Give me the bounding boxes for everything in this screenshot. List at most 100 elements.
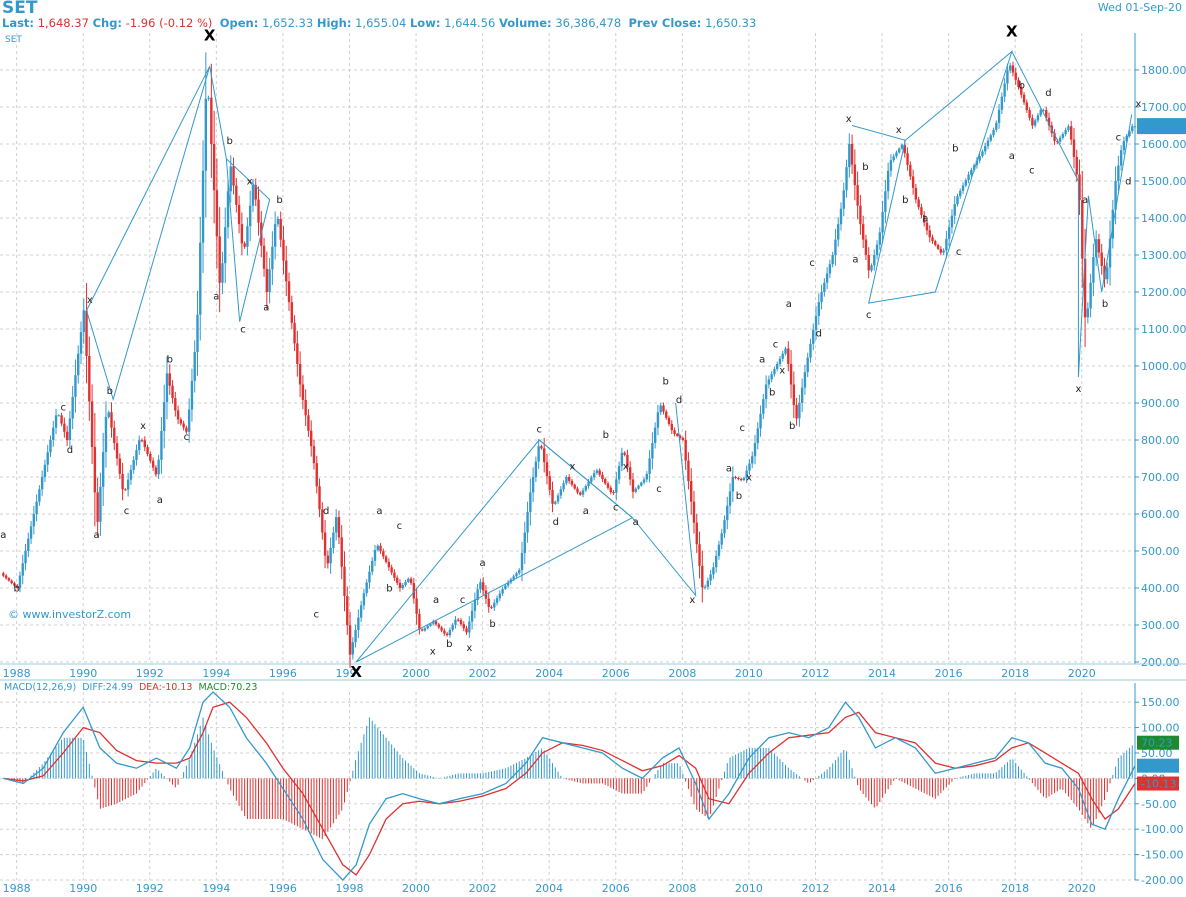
candle-body <box>881 211 884 233</box>
macd-axis-label: -100.00 <box>1141 823 1183 836</box>
candle-body <box>817 302 820 317</box>
price-axis-label: 1400.00 <box>1141 212 1186 225</box>
candle-body <box>839 208 843 225</box>
candle-body <box>124 489 127 491</box>
candle-body <box>404 581 407 585</box>
candle-body <box>809 343 812 358</box>
wave-label: b <box>276 195 282 206</box>
time-axis-label: 2008 <box>668 667 696 680</box>
candle-body <box>792 384 796 406</box>
candle-body <box>315 463 318 487</box>
candle-body <box>481 582 485 591</box>
candle-body <box>1092 257 1095 283</box>
candle-body <box>7 578 11 581</box>
candle-body <box>1075 156 1078 175</box>
macd-diff: DIFF:24.99 <box>82 682 133 693</box>
macd-axis-label: 50.00 <box>1141 747 1173 760</box>
candle-body <box>365 582 368 594</box>
candle-body <box>454 619 457 625</box>
price-axis-label: 900.00 <box>1141 397 1180 410</box>
candle-body <box>132 459 135 470</box>
candle-body <box>967 174 970 181</box>
wave-label: a <box>786 299 792 310</box>
candle-body <box>878 232 882 245</box>
candle-body <box>93 446 97 493</box>
candle-body <box>659 405 662 413</box>
candle-body <box>800 387 804 403</box>
volume-label: Volume: <box>498 16 552 30</box>
macd-axis-label: -150.00 <box>1141 849 1183 862</box>
candle-body <box>1008 65 1012 71</box>
candle-body <box>653 427 657 444</box>
candle-body <box>1081 200 1084 259</box>
macd-value-badge <box>1137 776 1179 791</box>
candle-body <box>995 122 998 130</box>
candle-body <box>762 399 765 414</box>
candle-body <box>107 412 110 417</box>
candle-body <box>942 250 945 253</box>
wave-label: b <box>769 388 775 399</box>
candle-body <box>961 185 965 191</box>
prev-close-label: Prev Close: <box>628 16 702 30</box>
wave-label: c <box>773 340 779 351</box>
candle-body <box>873 255 876 266</box>
candle-body <box>479 582 482 590</box>
time-axis-label: 2012 <box>801 667 829 680</box>
candle-body <box>121 473 124 490</box>
wave-label: d <box>67 445 73 456</box>
candle-body <box>748 463 751 471</box>
candle-body <box>473 600 477 611</box>
wave-label: a <box>263 303 269 314</box>
candle-body <box>947 227 951 239</box>
candle-body <box>540 446 543 449</box>
wave-label: c <box>124 506 130 517</box>
candle-body <box>570 480 574 485</box>
wave-label: b <box>603 430 609 441</box>
candle-body <box>282 239 285 261</box>
candle-body <box>445 633 449 636</box>
candle-body <box>243 243 246 247</box>
candle-body <box>10 580 13 584</box>
macd-axis-label: -50.00 <box>1141 798 1176 811</box>
candle-body <box>1028 110 1031 118</box>
candle-body <box>146 447 149 454</box>
candle-body <box>235 185 238 205</box>
candle-body <box>634 488 637 492</box>
candle-body <box>135 450 138 460</box>
candle-body <box>529 492 532 512</box>
candle-body <box>470 610 474 622</box>
candle-body <box>554 501 557 504</box>
candle-body <box>573 484 576 489</box>
candle-body <box>584 486 588 491</box>
candle-body <box>201 170 205 243</box>
macd-value-badge <box>1137 735 1179 750</box>
wave-label: a <box>922 214 928 225</box>
price-axis-label: 1300.00 <box>1141 249 1186 262</box>
candle-body <box>723 520 726 534</box>
macd-name: MACD(12,26,9) <box>4 682 77 693</box>
candle-body <box>726 505 729 521</box>
candle-body <box>487 598 490 607</box>
macd-value-badge-text: -10.13 <box>1141 778 1176 791</box>
candle-body <box>82 310 85 333</box>
price-axis-label: 400.00 <box>1141 582 1180 595</box>
wave-label: a <box>633 517 639 528</box>
candle-body <box>739 479 743 481</box>
candle-body <box>129 469 133 480</box>
candle-body <box>113 427 116 444</box>
price-axis-label: 600.00 <box>1141 508 1180 521</box>
wave-label: a <box>1009 151 1015 162</box>
candle-body <box>698 544 701 566</box>
candle-body <box>628 467 632 480</box>
wave-label: a <box>726 463 732 474</box>
candle-body <box>326 555 330 564</box>
wave-label: a <box>1082 195 1088 206</box>
candle-body <box>451 624 454 630</box>
wave-label: b <box>226 136 232 147</box>
candle-body <box>886 170 890 192</box>
candle-body <box>376 545 379 551</box>
price-axis-label: 1200.00 <box>1141 286 1186 299</box>
wave-label: a <box>852 254 858 265</box>
candle-body <box>945 238 948 251</box>
candle-body <box>1089 282 1092 309</box>
